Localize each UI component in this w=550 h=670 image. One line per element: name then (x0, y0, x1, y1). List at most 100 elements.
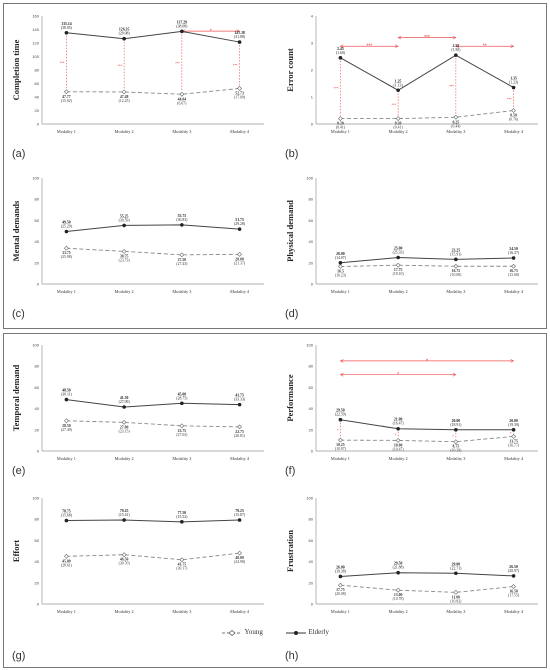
elderly-data-point (338, 417, 343, 422)
elderly-data-point (454, 257, 458, 262)
elderly-data-sd: (28.75) (176, 396, 188, 400)
young-data-point (511, 263, 517, 269)
elderly-data-point (338, 574, 343, 579)
elderly-series-line (66, 224, 240, 233)
young-data-label: 46.50 (120, 558, 129, 562)
legend-item-elderly: Elderly (285, 628, 329, 636)
young-data-label: 0.20 (395, 122, 402, 126)
young-data-sd: (30.17) (176, 567, 188, 571)
young-data-label: 16.5 (337, 270, 344, 274)
young-data-label: 16.50 (509, 590, 518, 594)
y-tick-label: 0 (37, 282, 40, 287)
elderly-data-sd: (25.33) (393, 251, 405, 255)
young-data-point (63, 89, 69, 95)
young-data-sd: (15.02) (61, 99, 73, 103)
chart-panel-g: 0 20 40 60 80 100 Effort Modality 1 Modality 2 Mo… (11, 496, 264, 614)
young-data-point (237, 85, 243, 91)
y-tick-label: 80 (35, 364, 40, 369)
young-data-point (179, 91, 185, 97)
y-tick-label: 1 (311, 95, 314, 100)
x-tick-label: Modality 1 (331, 289, 350, 294)
young-data-sd: (25.98) (61, 255, 73, 259)
x-tick-label: Modality 2 (115, 609, 134, 614)
significance-arrow-right (510, 44, 515, 49)
y-tick-label: 100 (32, 54, 39, 59)
significance-label: *** (424, 35, 430, 41)
elderly-data-point (64, 518, 69, 523)
elderly-data-point (454, 53, 458, 57)
x-tick-label: Modality 1 (57, 129, 76, 134)
elderly-data-point (64, 397, 69, 402)
elderly-data-sd: (29.28) (234, 222, 246, 226)
elderly-data-sd: (38.05) (61, 26, 73, 30)
young-data-label: 33.75 (62, 251, 71, 255)
x-tick-label: Modality 4 (230, 129, 250, 134)
young-data-sd: (30.70) (119, 562, 131, 566)
elderly-data-label: 20.00 (509, 419, 518, 423)
significance-arrow-left (339, 372, 344, 377)
significance-arrow-left (339, 44, 344, 49)
elderly-data-point (454, 571, 458, 576)
young-data-sd: (24.98) (234, 560, 246, 564)
y-axis-title: Performance (285, 374, 295, 421)
elderly-data-label: 51.75 (235, 218, 244, 222)
young-data-point (453, 439, 459, 445)
young-data-label: 28.00 (235, 257, 244, 261)
young-data-point (63, 553, 69, 559)
elderly-data-sd: (1.23) (509, 81, 519, 85)
legend-young-swatch (222, 629, 243, 636)
x-tick-label: Modality 2 (389, 456, 408, 461)
y-tick-label: 80 (35, 517, 40, 522)
elderly-data-sd: (25.29) (61, 225, 73, 229)
x-tick-label: Modality 4 (504, 456, 524, 461)
x-tick-label: Modality 3 (172, 456, 191, 461)
elderly-data-point (396, 88, 400, 93)
y-tick-label: 60 (35, 218, 40, 223)
elderly-data-point (338, 56, 343, 60)
elderly-data-label: 20.00 (452, 419, 461, 423)
elderly-series-line (340, 256, 514, 264)
elderly-data-point (454, 428, 458, 432)
elderly-data-label: 23.25 (452, 248, 461, 252)
elderly-data-sd: (14.07) (335, 256, 347, 260)
young-data-sd: (23.15) (119, 429, 131, 433)
young-data-sd: (15.68) (508, 273, 520, 277)
x-tick-label: Modality 4 (230, 289, 250, 294)
elderly-data-label: 78.75 (62, 510, 71, 514)
young-data-point (453, 589, 459, 595)
young-data-label: 10.25 (336, 443, 345, 447)
elderly-data-label: 135.14 (61, 22, 72, 26)
y-axis-title: Frustration (285, 530, 295, 572)
elderly-data-sd: (21.88) (393, 566, 405, 570)
y-tick-label: 100 (32, 496, 39, 501)
y-axis-title: Completion time (11, 39, 21, 100)
elderly-series-line (340, 572, 514, 577)
x-tick-label: Modality 1 (331, 456, 350, 461)
y-tick-label: 40 (35, 559, 40, 564)
y-tick-label: 60 (35, 81, 40, 86)
y-tick-label: 40 (35, 95, 40, 100)
elderly-data-sd: (29.08) (119, 32, 131, 36)
young-data-point (121, 419, 127, 425)
elderly-data-sd: (38.08) (176, 24, 188, 28)
elderly-data-label: 20.00 (336, 252, 345, 256)
elderly-data-point (237, 227, 242, 231)
elderly-data-label: 29.50 (336, 409, 345, 413)
y-tick-label: 100 (306, 343, 313, 348)
young-data-point (395, 437, 401, 443)
y-tick-label: 120 (32, 41, 39, 46)
y-tick-label: 160 (32, 14, 39, 19)
young-data-label: 30.75 (120, 254, 129, 258)
y-axis-title: Error count (285, 48, 295, 92)
y-tick-label: 3 (311, 41, 314, 46)
chart-panel-a: 0 20 40 60 80 100 120 140 160 Completion time Moda… (11, 14, 264, 134)
y-tick-label: 100 (306, 176, 313, 181)
x-tick-label: Modality 1 (57, 289, 76, 294)
elderly-data-label: 2.45 (337, 47, 344, 51)
y-axis-title: Mental demands (11, 200, 21, 261)
vertical-significance-label: *** (391, 102, 396, 107)
elderly-data-sd: (22.71) (450, 566, 462, 570)
elderly-data-point (180, 401, 184, 406)
y-axis-title: Temporal demand (11, 364, 21, 431)
significance-label: *** (366, 44, 372, 50)
